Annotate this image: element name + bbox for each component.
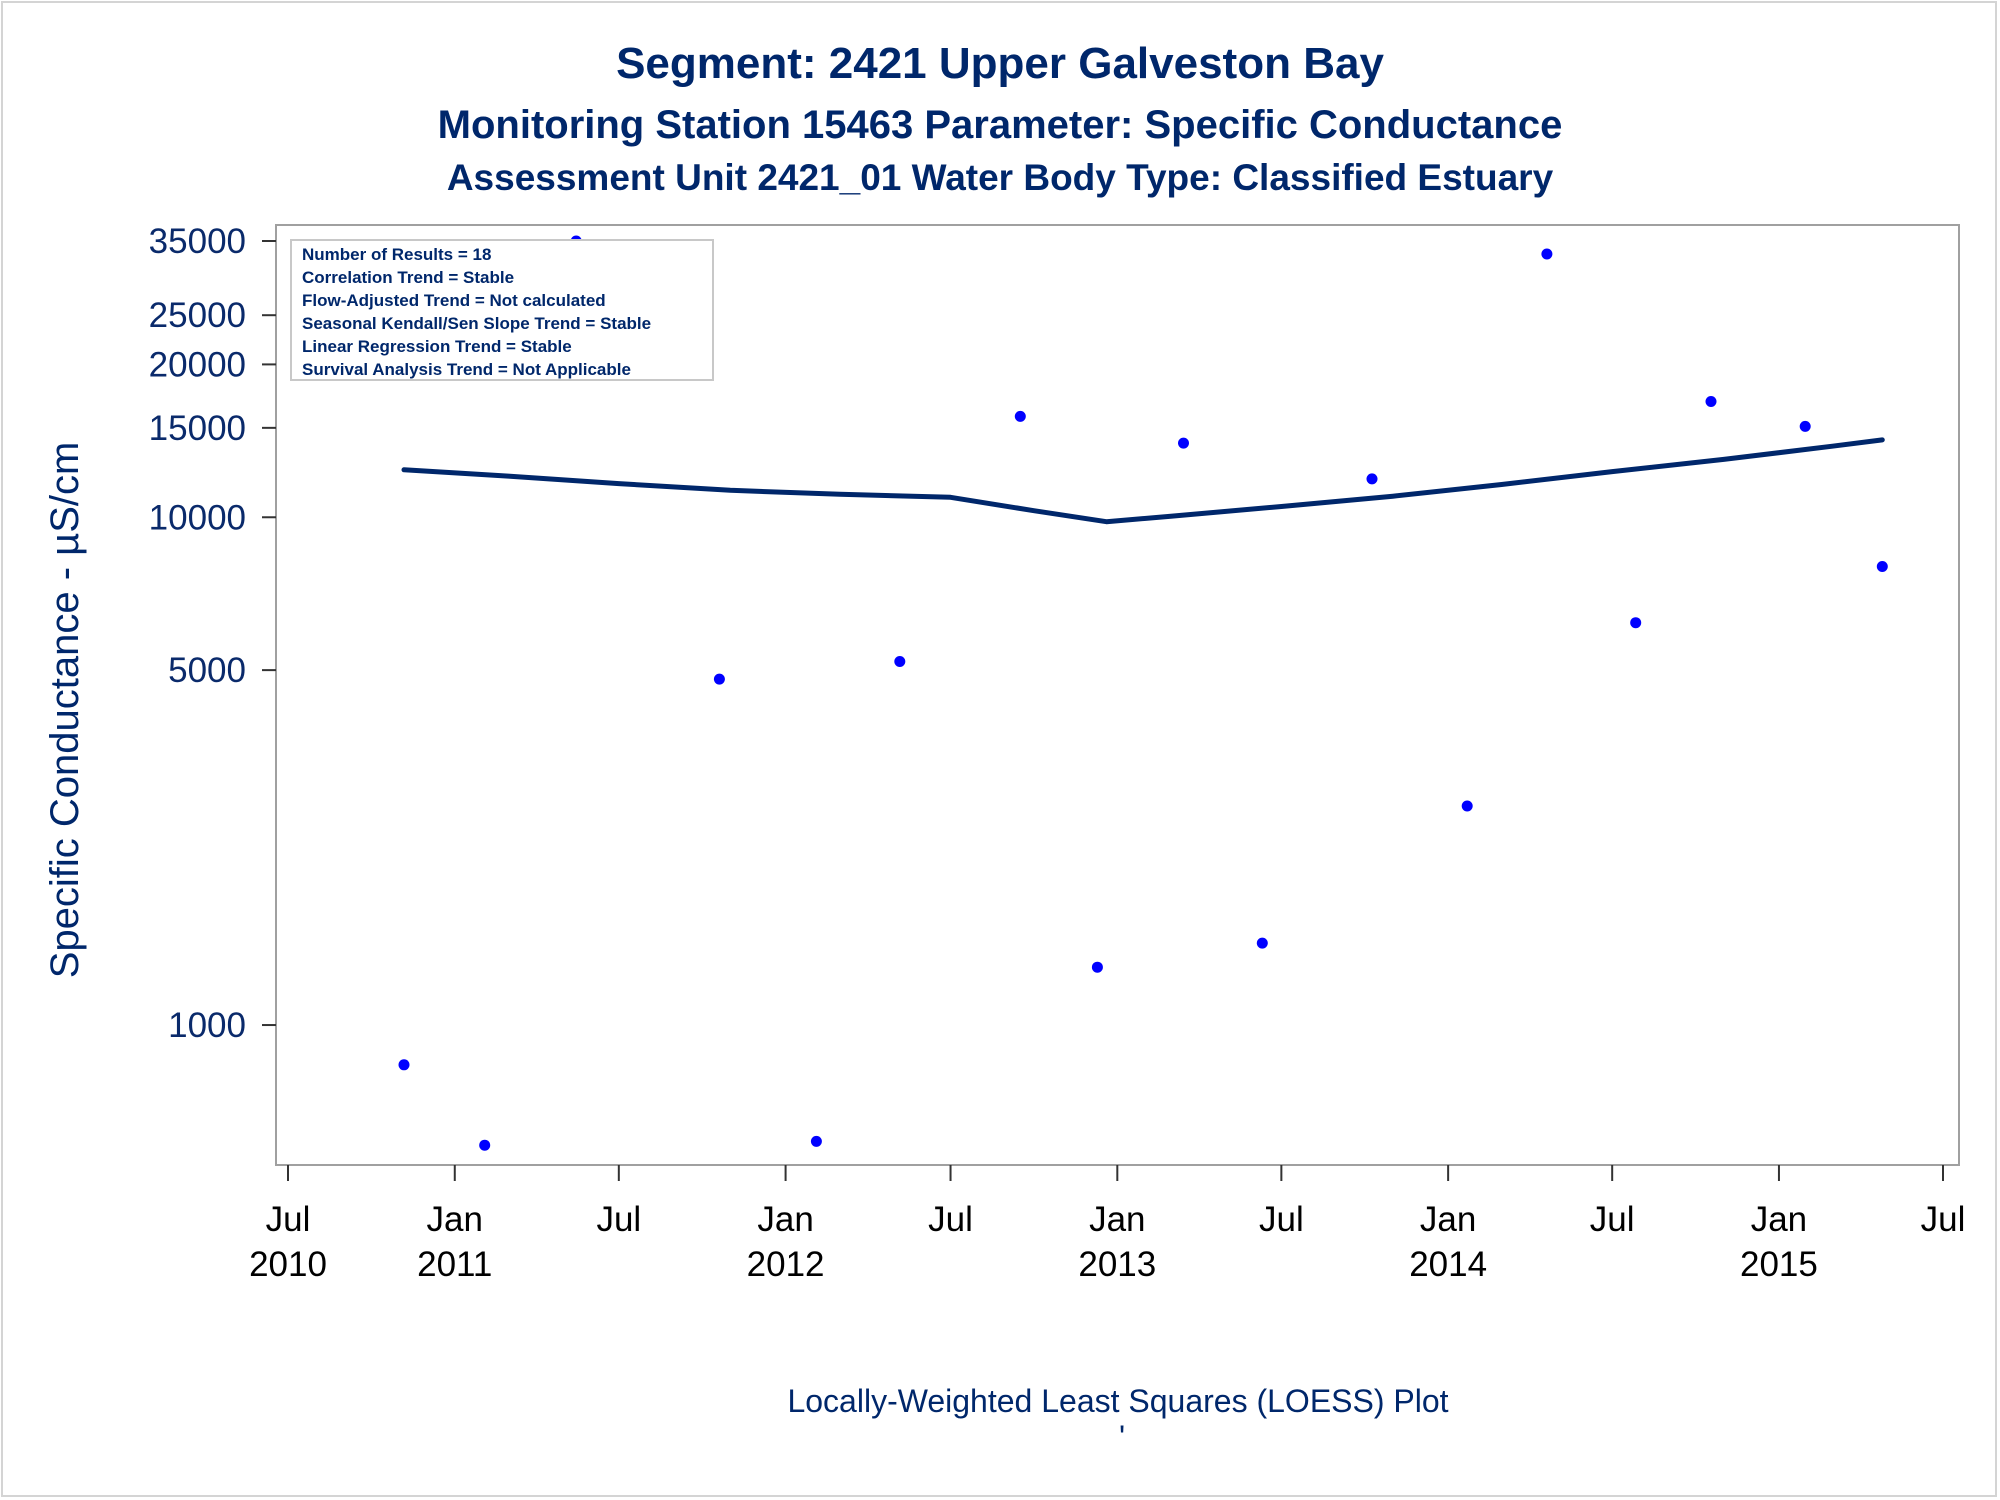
plot-footnote: Locally-Weighted Least Squares (LOESS) P… <box>787 1383 1448 1419</box>
x-tick-label-month: Jul <box>266 1200 311 1239</box>
y-tick-label: 10000 <box>149 498 246 537</box>
chart-title: Segment: 2421 Upper Galveston Bay <box>616 39 1384 88</box>
y-tick-label: 20000 <box>149 345 246 384</box>
loess-layer <box>401 437 1885 525</box>
stats-line-correlation: Correlation Trend = Stable <box>302 268 514 287</box>
x-tick-label-month: Jan <box>1420 1200 1476 1239</box>
loess-line <box>401 437 1885 525</box>
data-point <box>1541 248 1553 260</box>
data-point <box>1630 617 1642 629</box>
data-point <box>1178 437 1189 449</box>
points-layer <box>398 235 1888 1151</box>
data-point <box>1366 473 1378 485</box>
stats-box-frame <box>290 239 714 381</box>
x-tick-label-month: Jan <box>757 1200 813 1239</box>
data-point <box>894 656 906 667</box>
stats-line-survival: Survival Analysis Trend = Not Applicable <box>302 360 631 379</box>
y-axis-label: Specific Conductance - µS/cm <box>43 442 87 979</box>
x-tick-label-month: Jul <box>1921 1200 1966 1239</box>
x-tick-label-month: Jan <box>1089 1200 1145 1239</box>
x-tick-label-month: Jul <box>928 1200 973 1239</box>
data-point <box>1876 561 1888 572</box>
y-tick-label: 35000 <box>149 222 246 261</box>
y-tick-label: 25000 <box>149 296 246 335</box>
x-tick-label-year: 2011 <box>417 1245 492 1284</box>
x-tick-label-year: 2012 <box>747 1245 825 1284</box>
x-tick-label-year: 2015 <box>1740 1245 1818 1284</box>
stats-line-seasonal-kendall: Seasonal Kendall/Sen Slope Trend = Stabl… <box>302 314 651 333</box>
x-tick-label-year: 2010 <box>249 1245 327 1284</box>
stats-line-linear-regression: Linear Regression Trend = Stable <box>302 337 572 356</box>
data-point <box>479 1139 491 1151</box>
data-point <box>1461 800 1473 812</box>
chart-subtitle: Monitoring Station 15463 Parameter: Spec… <box>438 103 1563 147</box>
y-tick-label: 1000 <box>168 1006 246 1045</box>
x-tick-label-year: 2014 <box>1409 1245 1487 1284</box>
stats-line-flow-adjusted: Flow-Adjusted Trend = Not calculated <box>302 291 606 310</box>
x-axis: Jul 2010 Jan 2011 Jul Jan 2012 Jul Jan 2013 Jul Jan… <box>249 1165 1965 1284</box>
y-axis: 1000 5000 10000 15000 20000 25000 35000 <box>149 222 276 1045</box>
x-tick-label-month: Jul <box>1259 1200 1304 1239</box>
stats-box: Number of Results = 18 Correlation Trend… <box>290 239 714 381</box>
x-tick-label-month: Jul <box>1590 1200 1635 1239</box>
x-tick-label-year: 2013 <box>1078 1245 1156 1284</box>
y-tick-label: 5000 <box>168 651 246 690</box>
data-point <box>1799 420 1811 432</box>
x-tick-label-month: Jan <box>1751 1200 1807 1239</box>
data-point <box>713 673 725 685</box>
data-point <box>1091 961 1103 973</box>
x-tick-label-month: Jul <box>596 1200 641 1239</box>
y-tick-label: 15000 <box>149 409 246 448</box>
data-point <box>1256 937 1268 949</box>
data-point <box>398 1059 410 1071</box>
chart-subtitle-2: Assessment Unit 2421_01 Water Body Type:… <box>447 157 1554 198</box>
x-tick-label-month: Jan <box>427 1200 483 1239</box>
data-point <box>1014 410 1026 422</box>
footnote-mark: ' <box>1119 1419 1125 1455</box>
stats-line-results: Number of Results = 18 <box>302 245 491 264</box>
data-point <box>810 1135 822 1147</box>
data-point <box>1705 396 1717 407</box>
